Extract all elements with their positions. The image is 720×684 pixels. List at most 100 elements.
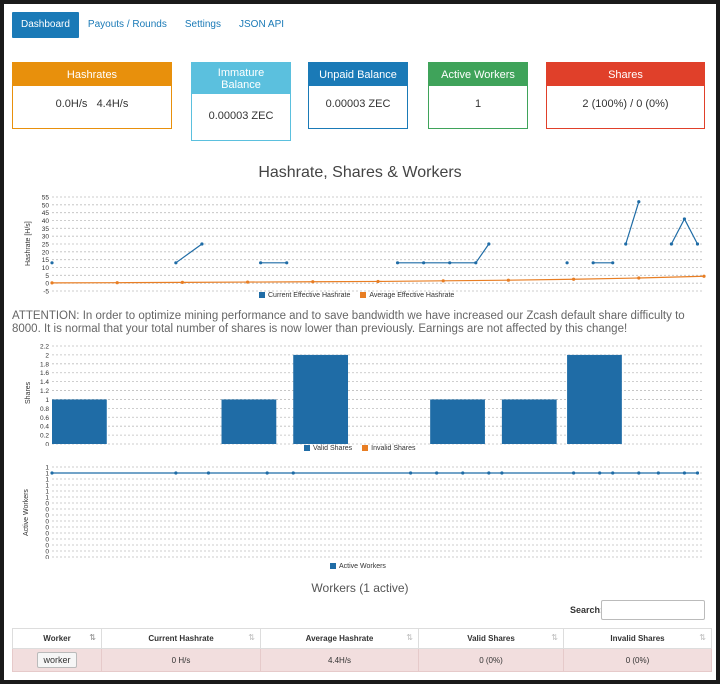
shares-ytick-label: 0.4 [40, 424, 49, 431]
sort-icon: ⇅ [699, 633, 706, 642]
column-average-hashrate[interactable]: Average Hashrate ⇅ [260, 628, 419, 649]
workers-ytick-label: 0 [45, 513, 49, 520]
sort-icon: ⇅ [248, 633, 255, 642]
card-active-workers: Active Workers 1 [428, 62, 528, 129]
hashrate-data-point [702, 274, 706, 278]
hashrate-data-point [395, 261, 400, 265]
hashrate-series-line [175, 243, 203, 264]
card-shares: Shares 2 (100%) / 0 (0%) [546, 62, 705, 129]
card-hashrates-value: 0.0H/s 4.4H/s [55, 98, 129, 110]
legend-current-label: Current Effective Hashrate [268, 292, 351, 299]
attention-notice: ATTENTION: In order to optimize mining p… [12, 310, 685, 335]
hashrate-data-point [572, 277, 576, 281]
hashrate-data-point [259, 261, 263, 265]
column-worker[interactable]: Worker ⇅ [12, 628, 102, 649]
shares-bar [430, 399, 485, 444]
hashrate-data-point [669, 242, 674, 246]
shares-ytick-label: 1.4 [40, 379, 49, 386]
workers-ytick-label: 0 [45, 525, 49, 532]
shares-bar [501, 399, 557, 444]
column-worker-label: Worker [43, 634, 71, 643]
legend-valid-shares: Valid Shares [304, 445, 352, 452]
cell-worker: worker [12, 648, 102, 672]
hashrate-ytick-label: 20 [42, 249, 50, 256]
hashrate-data-point [637, 276, 641, 280]
hashrate-ytick-label: 45 [42, 210, 50, 217]
hashrate-ytick-label: 30 [42, 234, 50, 241]
hashrate-data-point [115, 281, 119, 285]
hashrate-data-point [487, 242, 491, 246]
worker-button[interactable]: worker [37, 652, 77, 668]
column-valid-label: Valid Shares [467, 634, 515, 643]
tab-settings[interactable]: Settings [184, 19, 221, 30]
workers-ytick-label: 1 [45, 477, 49, 484]
workers-data-point [611, 471, 615, 475]
hashrate-ytick-label: 0 [45, 281, 49, 288]
workers-ytick-label: 1 [45, 495, 49, 502]
search-input[interactable] [601, 600, 705, 620]
workers-ytick-label: 0 [45, 501, 49, 508]
hashrate-data-point [611, 261, 615, 265]
shares-chart: 2.22 1.8 1.6 1.4 1.2 1 0.8 0.6 0.4 0.2 0 [40, 344, 704, 447]
workers-data-point [656, 471, 660, 475]
hashrate-series-line [625, 201, 640, 245]
workers-data-point [206, 471, 211, 475]
hashrate-data-point [50, 261, 54, 265]
card-immature-balance-title: Immature Balance [192, 63, 290, 94]
shares-ytick-label: 1.6 [40, 370, 49, 377]
hashrate-data-point [637, 200, 641, 204]
shares-bar [52, 399, 107, 444]
workers-data-point [265, 471, 269, 475]
cell-valid-shares: 0 (0%) [418, 648, 564, 672]
hashrate-ytick-label: 25 [42, 242, 50, 249]
hashrate-data-point [246, 280, 250, 284]
hashrate-data-point [174, 261, 178, 265]
card-unpaid-balance: Unpaid Balance 0.00003 ZEC [308, 62, 408, 129]
legend-active-workers: Active Workers [330, 563, 386, 570]
card-hashrates-title: Hashrates [13, 63, 171, 86]
hashrate-ytick-label: 40 [42, 218, 50, 225]
hashrate-data-point [591, 261, 595, 265]
column-current-hashrate[interactable]: Current Hashrate ⇅ [101, 628, 261, 649]
card-active-workers-title: Active Workers [429, 63, 527, 86]
hashrate-series-line [397, 243, 490, 264]
main-chart-title: Hashrate, Shares & Workers [258, 164, 462, 181]
card-active-workers-value: 1 [474, 98, 482, 110]
sort-asc-icon: ⇅ [89, 633, 96, 642]
column-valid-shares[interactable]: Valid Shares ⇅ [418, 628, 564, 649]
hashrate-series-line [670, 217, 699, 245]
dashboard-frame: Dashboard Payouts / Rounds Settings JSON… [4, 4, 716, 680]
legend-swatch-current [259, 292, 265, 299]
hashrate-data-point [285, 261, 289, 265]
card-immature-balance-value: 0.00003 ZEC [208, 110, 274, 122]
legend-valid-label: Valid Shares [313, 445, 353, 452]
shares-ytick-label: 0 [45, 442, 49, 447]
hashrate-data-point [200, 242, 204, 246]
shares-ytick-label: 0.2 [40, 433, 49, 440]
hashrate-data-point [448, 261, 452, 265]
tab-payouts-rounds[interactable]: Payouts / Rounds [87, 19, 167, 30]
column-invalid-shares[interactable]: Invalid Shares ⇅ [563, 628, 712, 649]
card-unpaid-balance-value: 0.00003 ZEC [325, 98, 391, 110]
shares-ytick-label: 1.2 [40, 388, 49, 395]
hashrate-ytick-label: 50 [42, 202, 50, 209]
workers-data-point [435, 471, 439, 475]
legend-average-label: Average Effective Hashrate [369, 292, 455, 299]
workers-table: Worker ⇅ Current Hashrate ⇅ Average Hashra… [12, 628, 712, 672]
shares-ytick-label: 1.8 [40, 361, 49, 368]
column-current-label: Current Hashrate [148, 634, 214, 643]
legend-swatch-valid [304, 445, 310, 452]
workers-data-point [695, 471, 700, 475]
tab-json-api[interactable]: JSON API [239, 19, 285, 30]
tab-dashboard[interactable]: Dashboard [12, 12, 79, 38]
column-average-label: Average Hashrate [305, 634, 374, 643]
workers-ytick-label: 1 [45, 483, 49, 490]
sort-icon: ⇅ [551, 633, 558, 642]
workers-ytick-label: 0 [45, 555, 49, 560]
legend-current-hashrate: Current Effective Hashrate [259, 292, 350, 299]
shares-bar [221, 399, 277, 444]
hashrate-ytick-label: 35 [42, 226, 50, 233]
workers-ytick-label: 0 [45, 507, 49, 514]
